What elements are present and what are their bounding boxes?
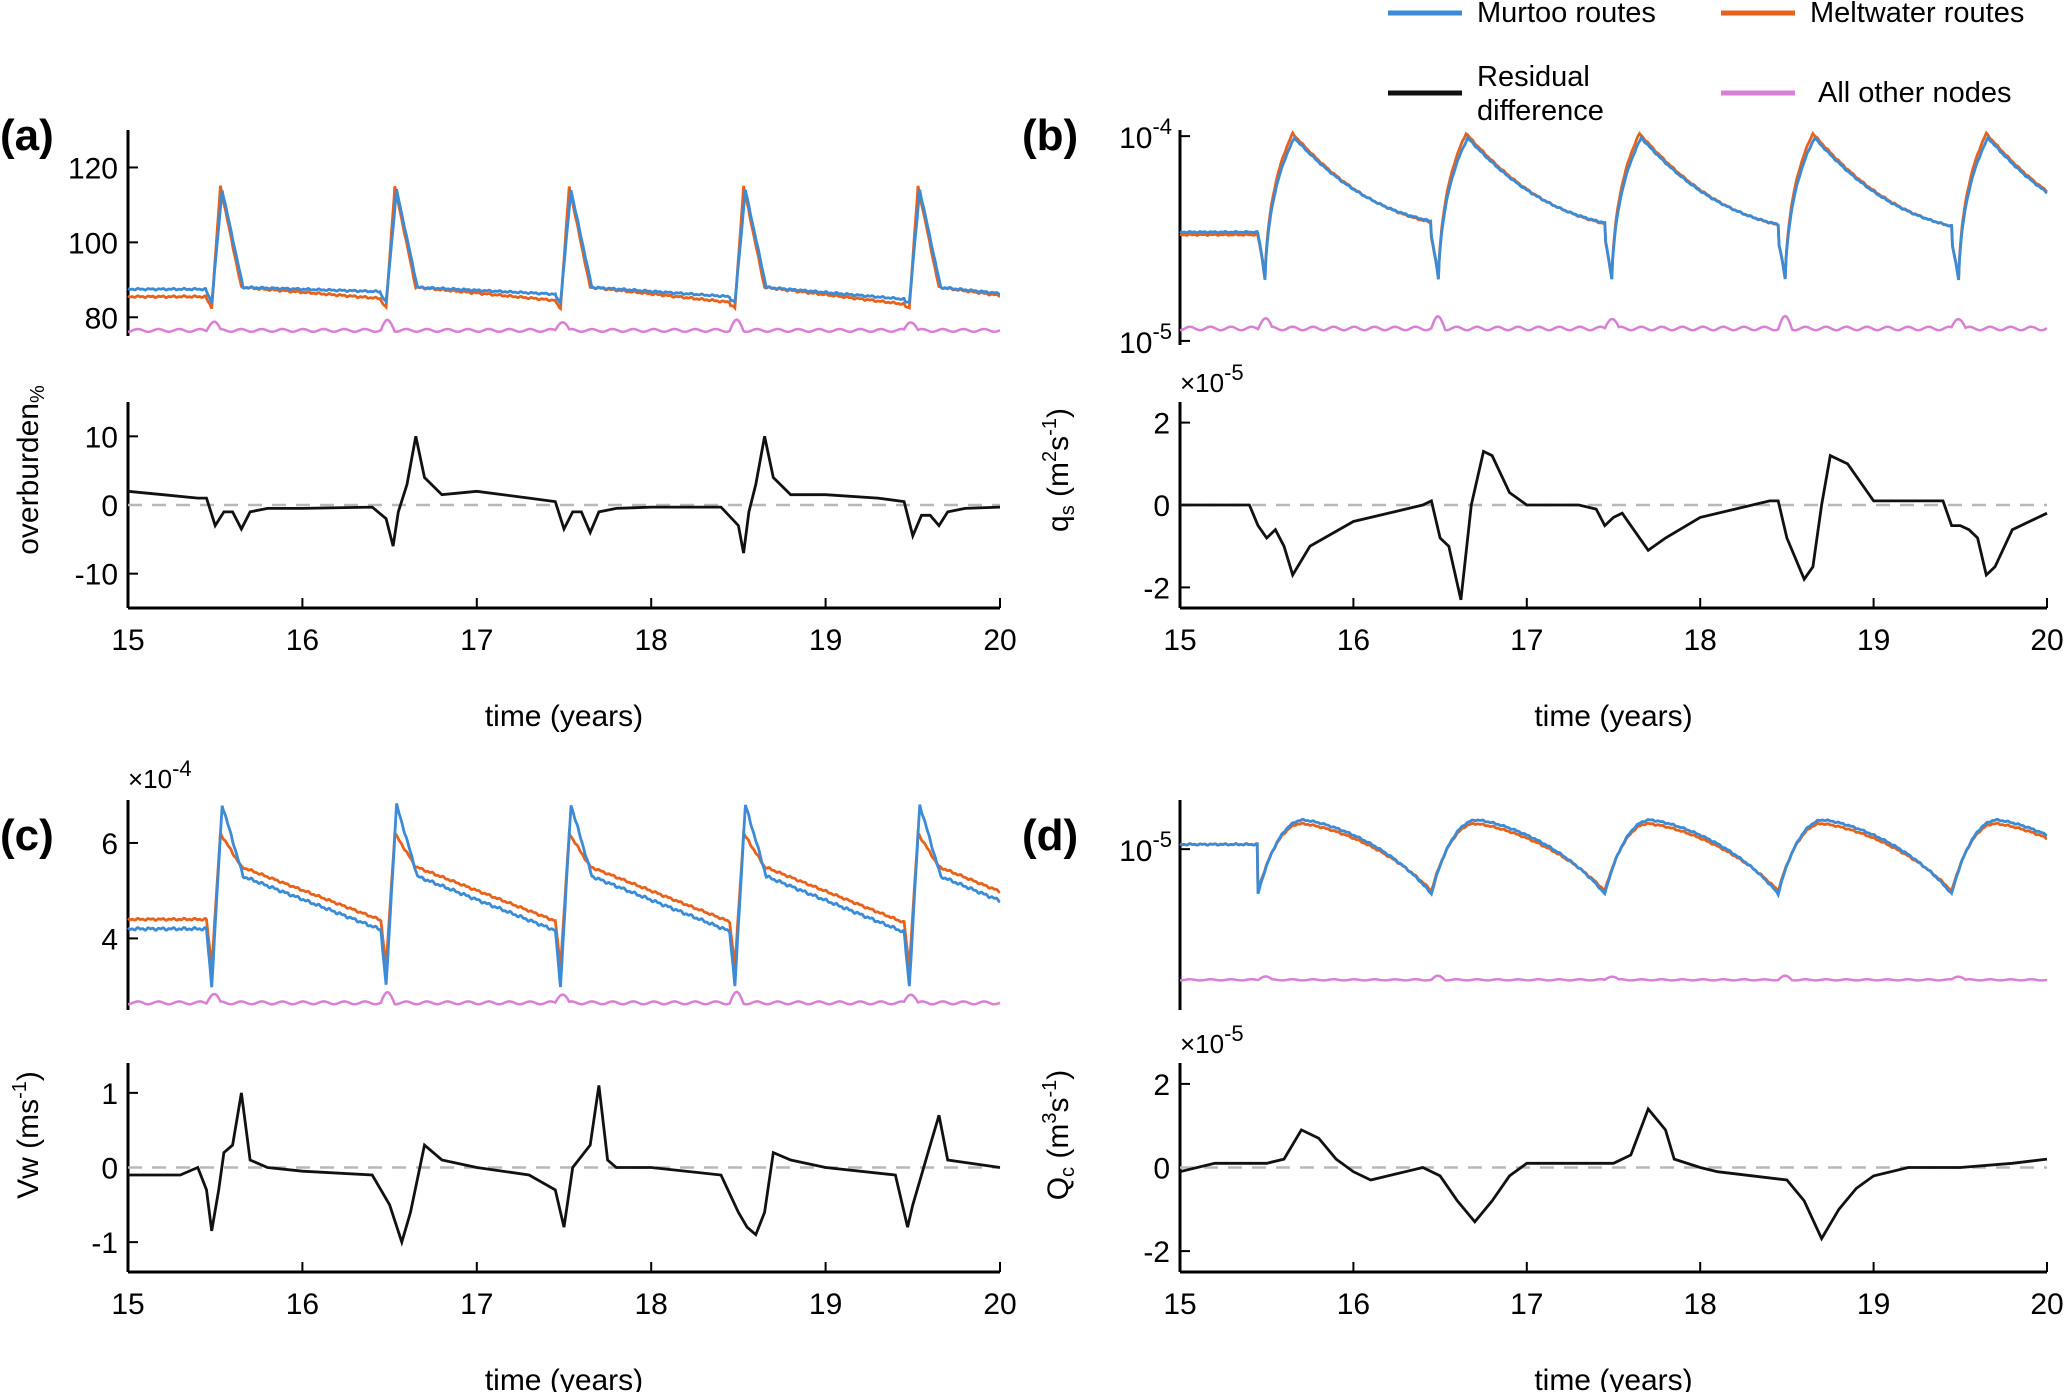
series-residual-difference [128, 1085, 1001, 1247]
lower-y-tick-label: 0 [101, 1153, 118, 1186]
upper-y-tick-label: 4 [101, 923, 118, 956]
lower-y-tick-label: 0 [1153, 1153, 1170, 1186]
x-axis-label: time (years) [1534, 1364, 1692, 1392]
x-tick-label: 17 [1510, 1288, 1543, 1321]
lower-y-tick-label: -2 [1143, 572, 1170, 605]
x-tick-label: 16 [1337, 624, 1370, 657]
series-other-nodes [1179, 314, 2048, 332]
lower-y-tick-label: 2 [1153, 408, 1170, 441]
x-tick-label: 17 [460, 624, 493, 657]
panel-letter: (a) [0, 111, 54, 160]
legend-label-residual-line1: Residual [1477, 61, 1590, 93]
lower-y-exponent: ×10-5 [1180, 1021, 1244, 1059]
x-tick-label: 17 [460, 1288, 493, 1321]
x-tick-label: 18 [1684, 624, 1717, 657]
legend: Murtoo routes Meltwater routes Residual … [1388, 0, 2024, 127]
legend-label-murtoo: Murtoo routes [1477, 0, 1656, 29]
x-tick-label: 16 [1337, 1288, 1370, 1321]
x-tick-label: 18 [635, 624, 668, 657]
x-tick-label: 15 [1163, 1288, 1196, 1321]
upper-y-tick-label: 10-4 [1119, 114, 1172, 155]
upper-y-tick-label: 10-5 [1119, 319, 1172, 360]
x-tick-label: 19 [1857, 624, 1890, 657]
series-other-nodes [127, 318, 1001, 334]
lower-y-tick-label: -10 [75, 559, 118, 592]
series-other-nodes [127, 990, 1001, 1006]
x-tick-label: 15 [1163, 624, 1196, 657]
x-tick-label: 18 [635, 1288, 668, 1321]
x-tick-label: 20 [983, 624, 1016, 657]
x-tick-label: 15 [111, 624, 144, 657]
upper-y-tick-label: 120 [68, 152, 118, 185]
legend-label-other-nodes: All other nodes [1818, 77, 2011, 109]
x-tick-label: 19 [1857, 1288, 1890, 1321]
x-tick-label: 19 [809, 1288, 842, 1321]
y-axis-label: qs (m2s-1) [1039, 408, 1079, 532]
upper-y-tick-label: 100 [68, 227, 118, 260]
x-tick-label: 20 [2030, 624, 2063, 657]
legend-label-residual-line2: difference [1477, 95, 1604, 127]
legend-label-meltwater: Meltwater routes [1810, 0, 2024, 29]
series-murtoo-routes [127, 188, 1001, 306]
lower-y-tick-label: 1 [101, 1078, 118, 1111]
y-axis-label: Vw (ms-1) [9, 1071, 45, 1199]
panel-a: (a) 80 100 120 -10 0 10 15 16 17 18 19 20 time (years… [0, 111, 1017, 733]
series-murtoo-routes [1179, 134, 2048, 281]
y-axis-label: Qc (m3s-1) [1039, 1070, 1079, 1201]
x-tick-label: 15 [111, 1288, 144, 1321]
lower-y-tick-label: -2 [1143, 1236, 1170, 1269]
lower-y-tick-label: 10 [85, 421, 118, 454]
x-axis-label: time (years) [485, 1364, 643, 1392]
x-tick-label: 17 [1510, 624, 1543, 657]
series-residual-difference [1179, 1106, 2048, 1242]
panel-letter: (c) [0, 811, 54, 860]
panel-b: (b) 10-5 10-4 -2 0 2 ×10-5 15 16 17 18 19 20 time (ye… [1022, 111, 2064, 733]
upper-y-exponent: ×10-4 [128, 756, 192, 794]
series-murtoo-routes [1179, 817, 2048, 899]
x-tick-label: 16 [286, 1288, 319, 1321]
upper-plot-area [128, 130, 1000, 336]
lower-y-exponent: ×10-5 [1180, 360, 1244, 398]
lower-y-tick-label: -1 [91, 1227, 118, 1260]
x-tick-label: 16 [286, 624, 319, 657]
x-tick-label: 19 [809, 624, 842, 657]
lower-y-tick-label: 0 [101, 490, 118, 523]
panel-d: (d) 10-5 -2 0 2 ×10-5 15 16 17 18 19 20 time (years)… [1022, 800, 2064, 1392]
panel-c: (c) 4 6 ×10-4 -1 0 1 15 16 17 18 19 20 time (years) Vw… [0, 756, 1017, 1392]
x-axis-label: time (years) [485, 700, 643, 733]
upper-plot-area [1180, 800, 2047, 1010]
upper-y-tick-label: 6 [101, 828, 118, 861]
y-axis-label: overburden% [12, 385, 49, 555]
lower-y-tick-label: 2 [1153, 1069, 1170, 1102]
panel-letter: (b) [1022, 111, 1078, 160]
x-tick-label: 20 [983, 1288, 1016, 1321]
lower-y-tick-label: 0 [1153, 490, 1170, 523]
series-residual-difference [127, 436, 1001, 554]
series-other-nodes [1179, 974, 2048, 982]
upper-y-tick-label: 80 [85, 302, 118, 335]
x-tick-label: 18 [1684, 1288, 1717, 1321]
x-axis-label: time (years) [1534, 700, 1692, 733]
series-residual-difference [1180, 449, 2048, 601]
series-murtoo-routes [127, 803, 1001, 988]
upper-y-tick-label: 10-5 [1119, 827, 1172, 868]
x-tick-label: 20 [2030, 1288, 2063, 1321]
panel-letter: (d) [1022, 811, 1078, 860]
